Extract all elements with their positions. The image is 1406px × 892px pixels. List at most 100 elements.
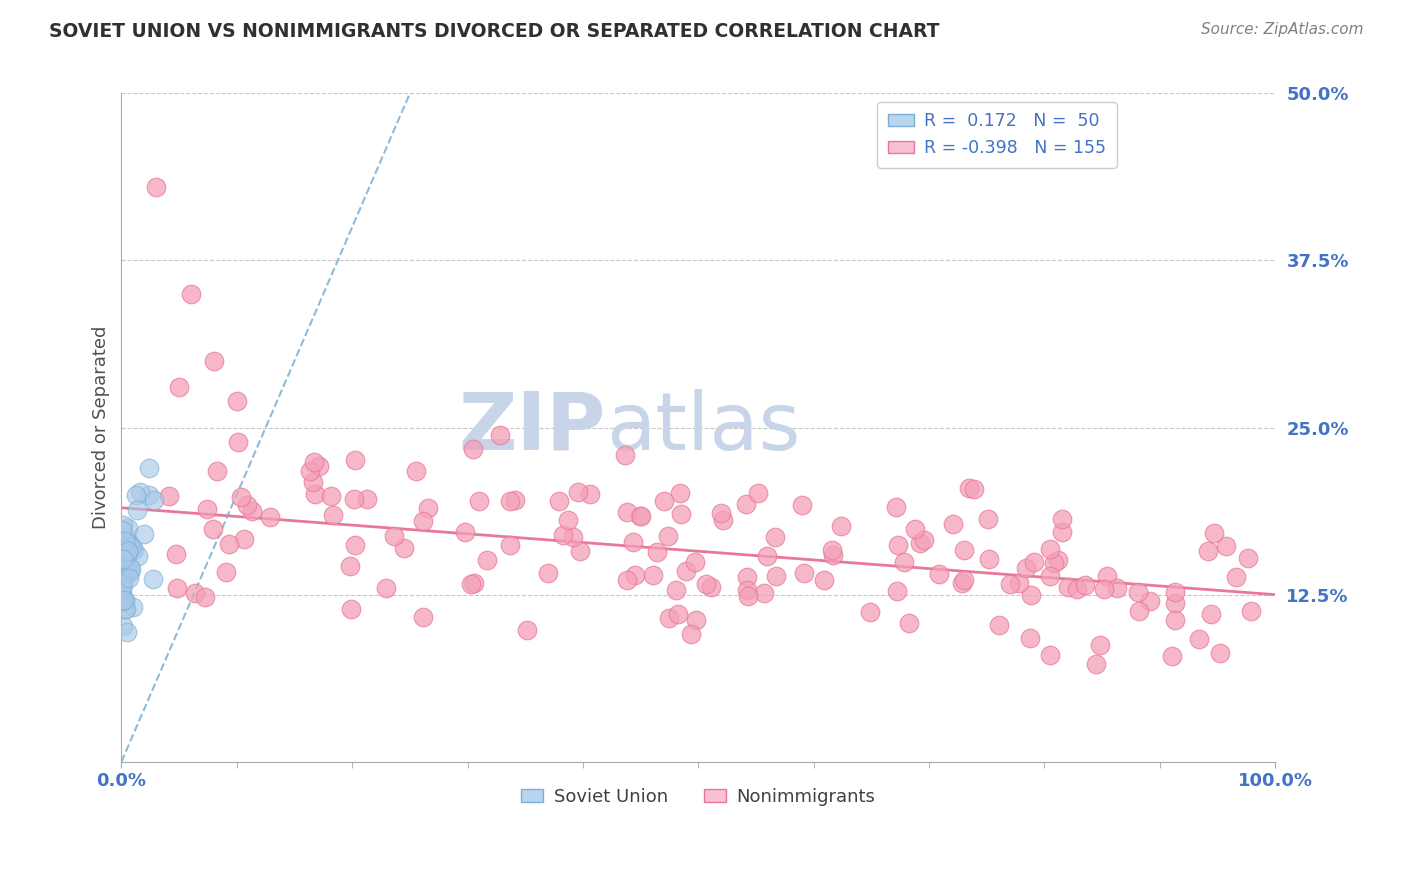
Point — [195, 502, 218, 516]
Point — [236, 498, 259, 512]
Point — [111, 574, 134, 588]
Point — [1084, 657, 1107, 671]
Point — [118, 538, 141, 552]
Point — [1021, 588, 1043, 602]
Point — [1225, 570, 1247, 584]
Point — [1139, 594, 1161, 608]
Point — [240, 503, 263, 517]
Point — [621, 534, 644, 549]
Point — [339, 559, 361, 574]
Point — [405, 464, 427, 478]
Y-axis label: Divorced or Separated: Divorced or Separated — [93, 326, 110, 529]
Point — [114, 592, 136, 607]
Point — [735, 582, 758, 597]
Point — [412, 514, 434, 528]
Point — [201, 522, 224, 536]
Point — [463, 442, 485, 457]
Point — [752, 586, 775, 600]
Point — [340, 602, 363, 616]
Point — [1015, 560, 1038, 574]
Legend: Soviet Union, Nonimmigrants: Soviet Union, Nonimmigrants — [515, 780, 883, 813]
Point — [628, 508, 651, 523]
Point — [977, 512, 1000, 526]
Point — [1088, 638, 1111, 652]
Point — [630, 508, 652, 523]
Point — [1160, 649, 1182, 664]
Point — [120, 565, 142, 579]
Point — [121, 541, 143, 555]
Point — [669, 486, 692, 500]
Point — [790, 498, 813, 512]
Point — [737, 570, 759, 584]
Point — [904, 522, 927, 536]
Point — [747, 486, 769, 500]
Point — [138, 488, 160, 502]
Point — [1204, 525, 1226, 540]
Point — [1163, 584, 1185, 599]
Text: SOVIET UNION VS NONIMMIGRANTS DIVORCED OR SEPARATED CORRELATION CHART: SOVIET UNION VS NONIMMIGRANTS DIVORCED O… — [49, 22, 939, 41]
Point — [908, 536, 931, 550]
Point — [111, 619, 134, 633]
Point — [695, 576, 717, 591]
Point — [132, 527, 155, 541]
Point — [112, 551, 135, 566]
Point — [1163, 613, 1185, 627]
Point — [793, 566, 815, 580]
Point — [1018, 631, 1040, 645]
Point — [111, 523, 134, 537]
Point — [468, 493, 491, 508]
Point — [112, 534, 135, 549]
Point — [884, 500, 907, 515]
Point — [215, 565, 238, 579]
Point — [120, 537, 142, 551]
Point — [616, 505, 638, 519]
Point — [1236, 551, 1258, 566]
Point — [117, 565, 139, 579]
Point — [112, 593, 135, 607]
Point — [979, 551, 1001, 566]
Point — [683, 555, 706, 569]
Point — [498, 538, 520, 552]
Point — [1105, 581, 1128, 595]
Point — [614, 448, 637, 462]
Point — [392, 541, 415, 556]
Point — [157, 489, 180, 503]
Point — [301, 475, 323, 490]
Point — [547, 494, 569, 508]
Point — [125, 502, 148, 516]
Point — [166, 581, 188, 595]
Point — [308, 459, 330, 474]
Point — [375, 581, 398, 595]
Point — [1164, 597, 1187, 611]
Point — [987, 617, 1010, 632]
Point — [304, 455, 326, 469]
Point — [129, 485, 152, 500]
Point — [225, 393, 247, 408]
Point — [1097, 568, 1119, 582]
Point — [184, 586, 207, 600]
Point — [115, 625, 138, 640]
Point — [859, 605, 882, 619]
Point — [142, 493, 165, 508]
Point — [897, 616, 920, 631]
Point — [356, 491, 378, 506]
Point — [121, 600, 143, 615]
Point — [165, 547, 187, 561]
Point — [578, 487, 600, 501]
Point — [111, 562, 134, 576]
Point — [821, 548, 844, 562]
Point — [657, 528, 679, 542]
Point — [953, 573, 976, 587]
Point — [643, 567, 665, 582]
Point — [561, 530, 583, 544]
Point — [112, 548, 135, 562]
Point — [122, 543, 145, 558]
Point — [218, 537, 240, 551]
Point — [117, 544, 139, 558]
Point — [537, 566, 560, 581]
Point — [669, 508, 692, 522]
Point — [344, 538, 367, 552]
Point — [1215, 539, 1237, 553]
Point — [180, 286, 202, 301]
Point — [114, 537, 136, 551]
